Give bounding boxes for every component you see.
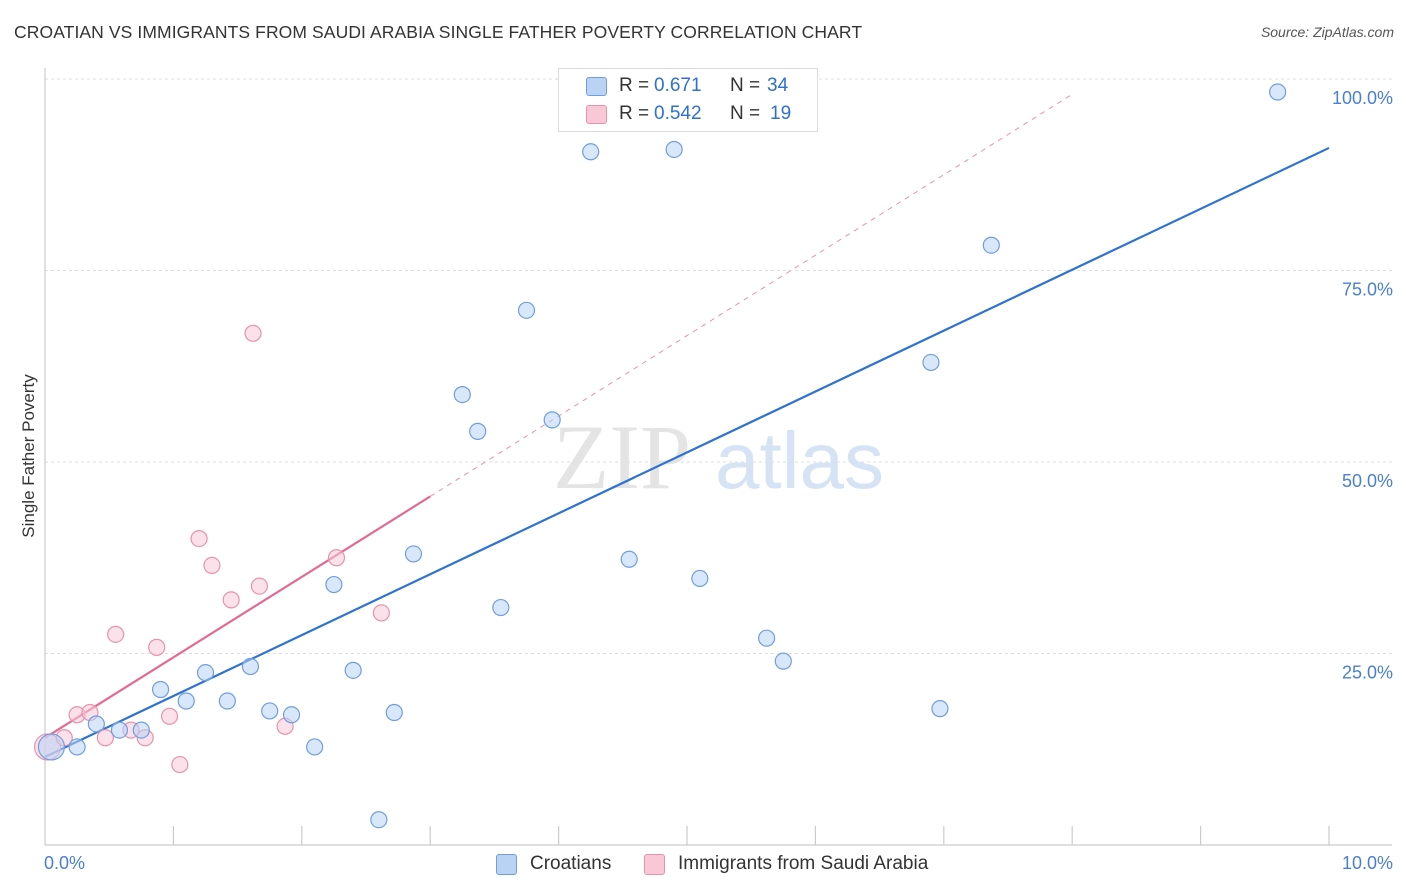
y-tick-label: 75.0% xyxy=(1342,280,1393,300)
croatians-point xyxy=(1269,83,1287,101)
chart-legend: Croatians Immigrants from Saudi Arabia xyxy=(0,852,1406,878)
saudi-r-value: 0.542 xyxy=(654,103,702,124)
legend-label-saudi: Immigrants from Saudi Arabia xyxy=(678,853,929,874)
saudi-point xyxy=(171,755,189,774)
n-label: N = xyxy=(730,103,761,124)
legend-label-croatians: Croatians xyxy=(530,853,612,874)
croatians-point xyxy=(404,545,423,563)
croatians-point xyxy=(620,550,638,568)
legend-swatch-croatians xyxy=(496,854,517,875)
croatians-point xyxy=(931,700,949,718)
chart-title: CROATIAN VS IMMIGRANTS FROM SAUDI ARABIA… xyxy=(14,22,863,42)
croatians-point xyxy=(469,422,487,440)
croatians-point xyxy=(492,598,510,617)
croatians-point xyxy=(543,411,561,429)
y-tick-label: 100.0% xyxy=(1332,88,1393,108)
croatians-point xyxy=(37,733,66,761)
r-label: R = xyxy=(619,103,650,124)
croatians-point xyxy=(177,692,195,710)
saudi-point xyxy=(160,707,179,725)
saudi-point xyxy=(250,577,269,595)
croatians-point xyxy=(196,664,215,682)
saudi-point xyxy=(327,549,346,567)
n-label: N = xyxy=(730,75,761,96)
croatians-r-value: 0.671 xyxy=(654,75,702,96)
stats-row-saudi: R = 0.542 N = 19 xyxy=(559,101,817,127)
axes xyxy=(44,68,1392,846)
croatians-point xyxy=(68,738,86,756)
croatians-point xyxy=(344,661,362,679)
croatians-point xyxy=(261,702,279,720)
saudi-point xyxy=(222,591,240,609)
saudi-point xyxy=(372,604,391,622)
r-label: R = xyxy=(619,75,650,96)
croatians-point xyxy=(87,715,105,733)
croatians-point xyxy=(691,569,709,588)
croatians-point xyxy=(774,652,792,670)
croatians-point xyxy=(517,301,536,319)
saudi-point xyxy=(107,625,125,643)
saudi-point xyxy=(244,324,262,342)
saudi-n-value: 19 xyxy=(770,103,792,124)
saudi-point xyxy=(203,556,221,575)
saudi-point xyxy=(148,638,166,656)
grid-lines xyxy=(45,78,1392,654)
watermark-zip: ZIP xyxy=(553,406,691,508)
x-tick-label: 10.0% xyxy=(1342,853,1393,873)
y-tick-label: 50.0% xyxy=(1342,471,1393,491)
croatians-point xyxy=(306,738,324,756)
croatians-point xyxy=(385,703,403,722)
croatians-point xyxy=(665,140,683,159)
croatians-point xyxy=(241,657,260,676)
data-points xyxy=(33,83,1287,829)
croatians-point xyxy=(453,385,471,404)
y-axis-label: Single Father Poverty xyxy=(19,374,38,538)
saudi-point xyxy=(96,729,114,747)
croatians-point xyxy=(982,236,1000,254)
croatians-trend-line xyxy=(44,146,1330,758)
croatians-n-value: 34 xyxy=(767,75,789,96)
croatians-point xyxy=(132,721,150,739)
croatians-point xyxy=(922,353,940,372)
stats-row-croatians: R = 0.671 N = 34 xyxy=(559,73,817,99)
croatians-point xyxy=(110,721,129,739)
saudi-trend-extension xyxy=(429,93,1073,497)
saudi-swatch xyxy=(586,105,607,124)
croatians-point xyxy=(282,706,301,724)
x-tick-label: 0.0% xyxy=(44,853,85,873)
croatians-point xyxy=(151,680,170,699)
croatians-point xyxy=(758,629,776,647)
watermark-atlas: atlas xyxy=(715,416,884,505)
saudi-point xyxy=(190,529,208,548)
croatians-point xyxy=(370,811,388,829)
trend-lines xyxy=(44,93,1330,758)
croatians-swatch xyxy=(586,77,607,96)
croatians-point xyxy=(325,575,343,594)
legend-swatch-saudi xyxy=(644,854,665,875)
croatians-point xyxy=(582,143,600,161)
y-tick-label: 25.0% xyxy=(1342,663,1393,683)
croatians-point xyxy=(218,692,236,710)
tick-labels: 25.0% 50.0% 75.0% 100.0% 0.0% 10.0% xyxy=(44,88,1393,873)
stats-box: R = 0.671 N = 34 R = 0.542 N = 19 xyxy=(558,68,818,132)
source-note: Source: ZipAtlas.com xyxy=(1260,24,1394,40)
saudi-trend-line xyxy=(44,495,431,739)
